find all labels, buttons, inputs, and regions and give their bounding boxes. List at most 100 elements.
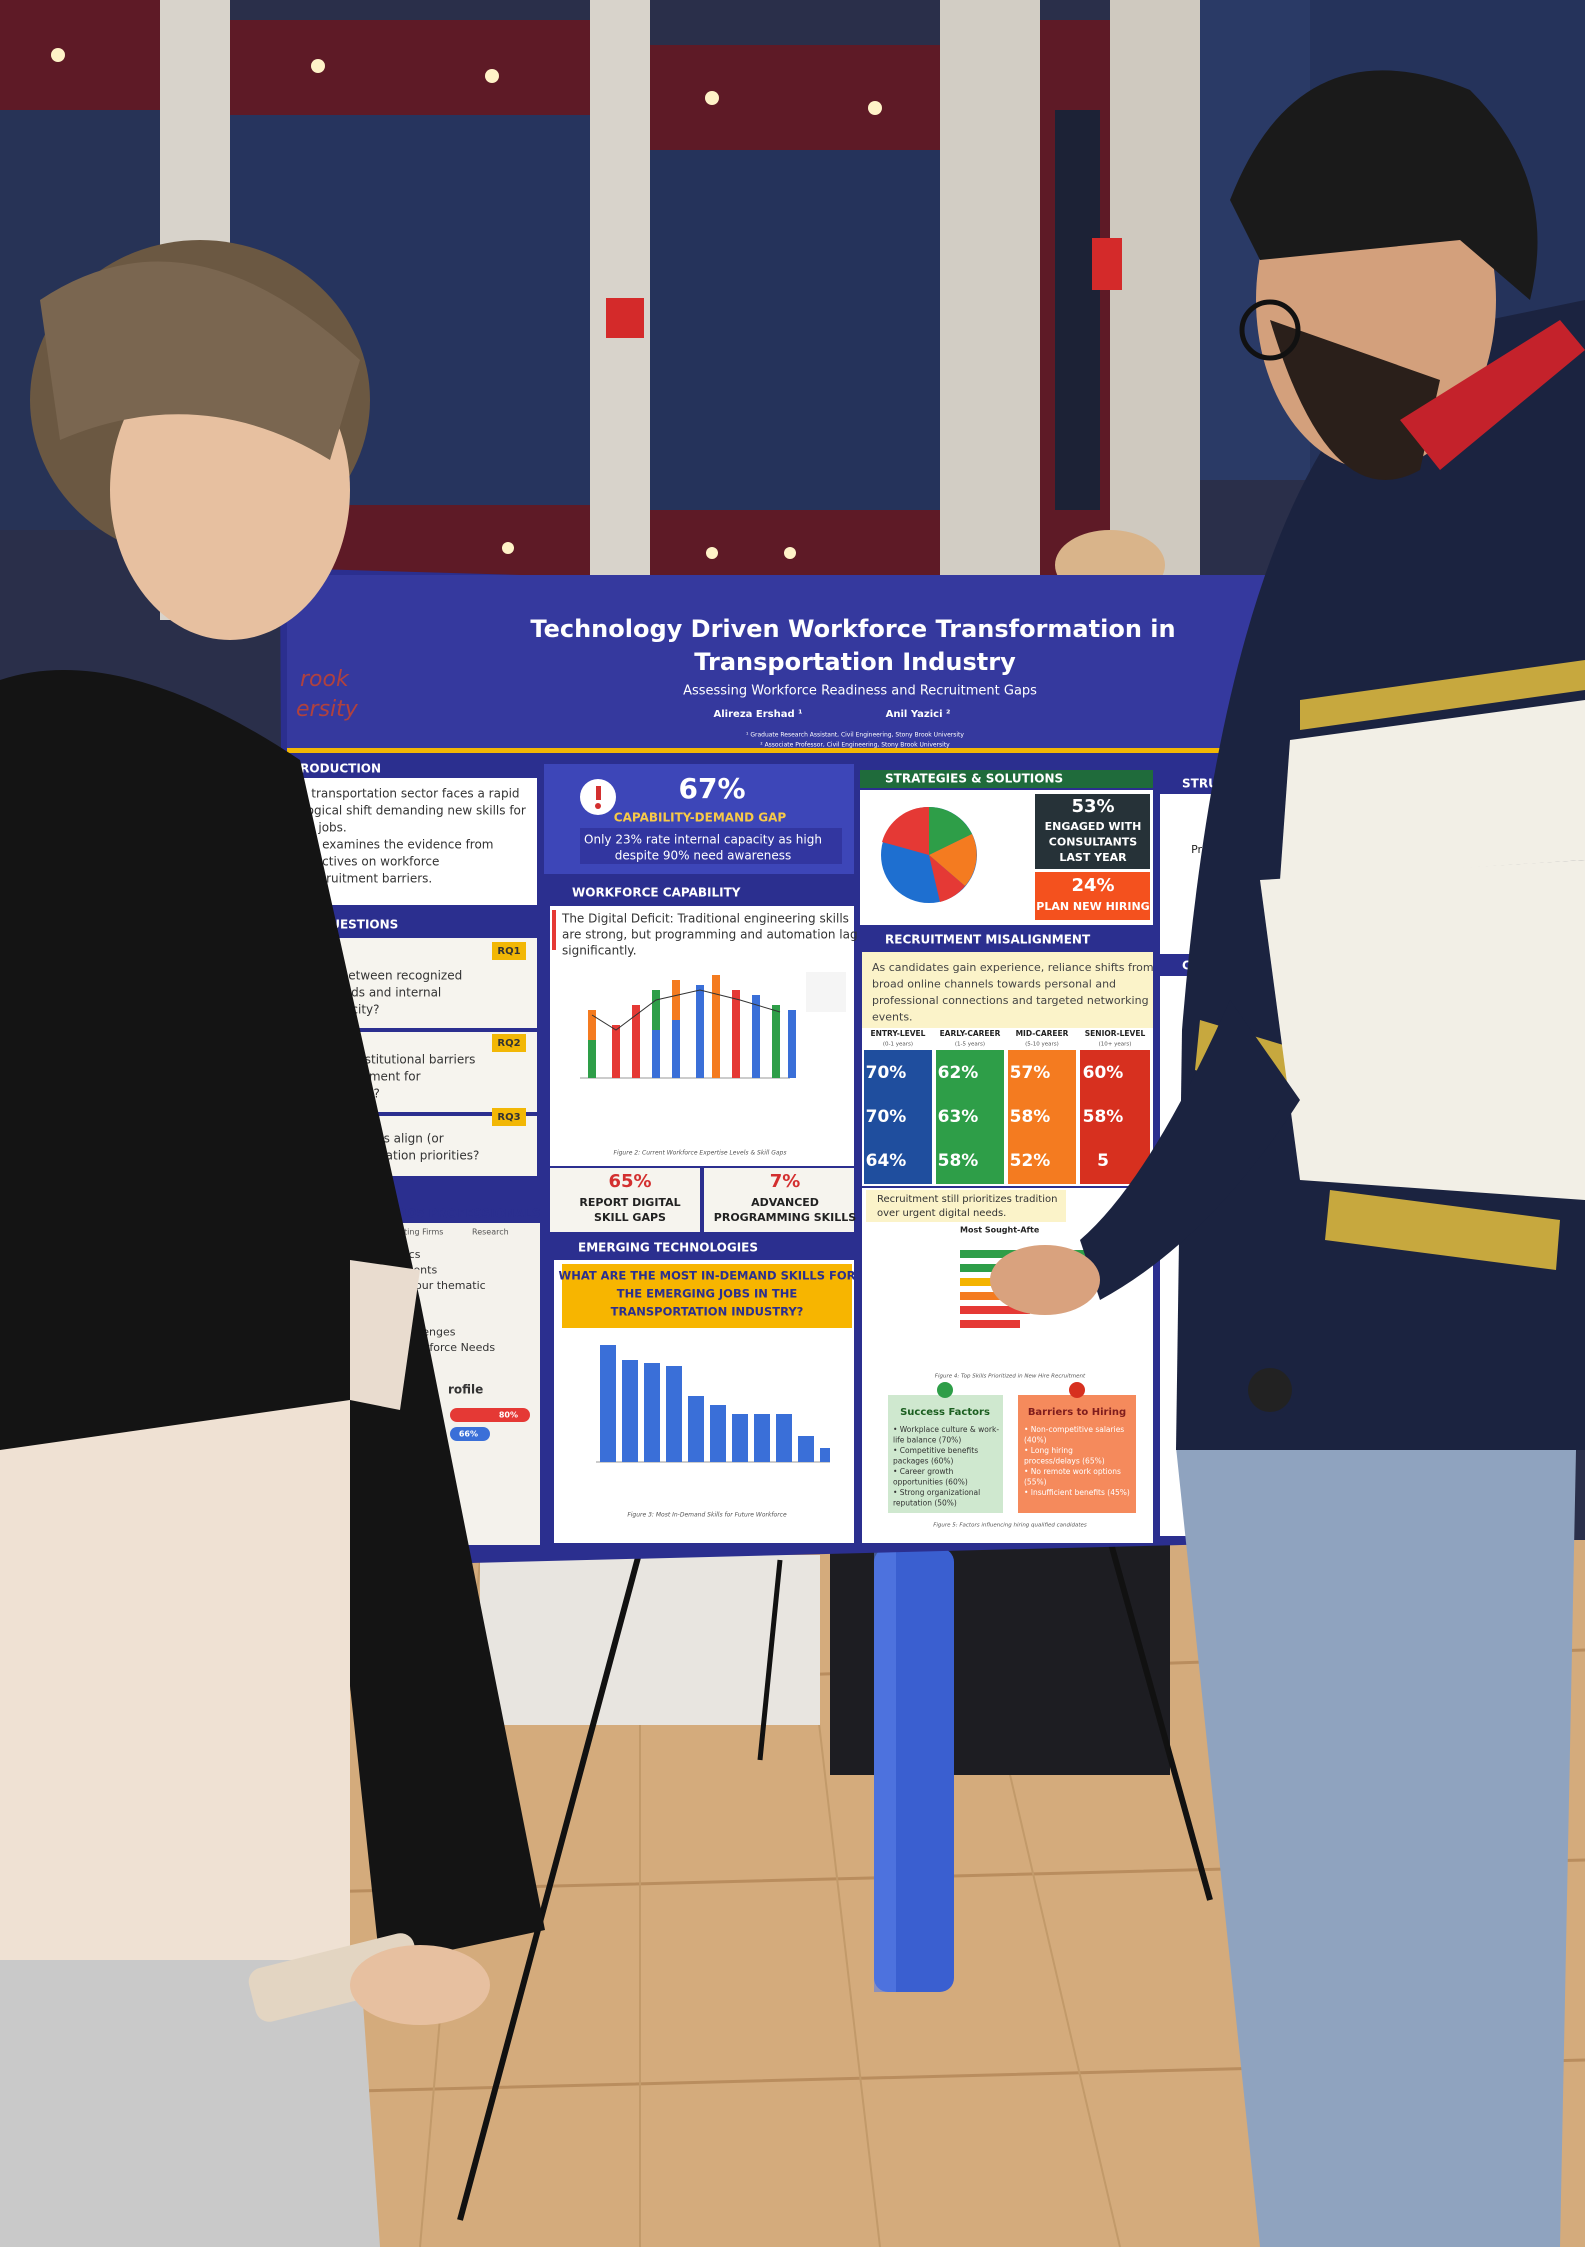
shape (1080, 1050, 1150, 1184)
box-text: • Career growth (893, 1467, 954, 1476)
body-text: ological shift demanding new skills for (296, 804, 526, 818)
shape (929, 834, 977, 886)
shape (0, 1400, 350, 1975)
shape (860, 930, 1153, 950)
shape (882, 806, 929, 855)
shape (864, 1050, 932, 1184)
stat-label: ENGAGED WITH (1045, 820, 1142, 833)
shape (772, 1005, 780, 1078)
shape-dot (1069, 1382, 1085, 1398)
pie-illustration (881, 806, 977, 903)
author: Alireza Ershad ¹ (714, 709, 803, 720)
stat-label: REPORT DIGITAL (579, 1196, 680, 1209)
section-heading: STRATEGIES & SOLUTIONS (885, 772, 1063, 786)
shape (0, 670, 545, 1965)
shape (552, 1238, 854, 1258)
body-text: The Digital Deficit: Traditional enginee… (561, 912, 849, 926)
stat-value: 7% (770, 1171, 801, 1192)
shape-dot (1248, 1368, 1292, 1412)
shape (350, 1945, 490, 2025)
poster-title: Transportation Industry (694, 648, 1016, 676)
shape (704, 1168, 854, 1232)
shape (874, 1548, 896, 1992)
shape (492, 1034, 526, 1052)
shape (754, 1414, 770, 1462)
shape (936, 1050, 1004, 1184)
shape-dot (1239, 299, 1301, 361)
box-text: process/delays (65%) (1024, 1457, 1105, 1466)
body-text: As candidates gain experience, reliance … (872, 961, 1154, 974)
level-value: 60% (1083, 1063, 1124, 1083)
shape-dot (784, 547, 796, 559)
shape (0, 0, 160, 110)
level-value: 64% (866, 1151, 907, 1171)
level-years: (0-1 years) (883, 1042, 913, 1048)
section-heading: OF 105 PROFESSIONALS (377, 1207, 540, 1221)
level-value: 5 (1097, 1151, 1109, 1171)
shape-dot (595, 803, 601, 809)
shape-dot (706, 547, 718, 559)
shape (1230, 70, 1538, 300)
shape-dot (705, 91, 719, 105)
bar-label: 66% (459, 1430, 478, 1439)
stat-label: PROGRAMMING SKILLS (714, 1211, 857, 1224)
level-name: MID-CAREER (1016, 1029, 1069, 1038)
figure-caption: Figure 4: Top Skills Prioritized in New … (935, 1374, 1086, 1380)
rq-tag: RQ1 (497, 946, 520, 957)
logo-text: ersity (296, 697, 359, 722)
shape (457, 1549, 643, 2221)
figure-2-illustration (580, 972, 846, 1079)
shape (1300, 660, 1585, 730)
shape (287, 575, 1357, 753)
shape (1092, 238, 1122, 290)
box-text: • No remote work options (1024, 1467, 1121, 1476)
level-years: (10+ years) (1099, 1042, 1132, 1048)
shape (290, 760, 537, 778)
shape (1400, 320, 1585, 470)
body-text: Research (472, 1228, 509, 1237)
shape (888, 1395, 1003, 1513)
shape (450, 1408, 530, 1422)
shape (1018, 1395, 1136, 1513)
section-heading: QUESTIONS (320, 918, 398, 932)
level-value: 58% (1010, 1107, 1051, 1127)
figure-3-illustration (596, 1345, 830, 1463)
shape (650, 150, 940, 510)
stat-label: ADVANCED (751, 1196, 819, 1209)
author: Anil Yazici ² (886, 709, 951, 720)
shape (492, 942, 526, 960)
box-heading: Barriers to Hiring (1028, 1407, 1126, 1418)
box-heading: Success Factors (900, 1407, 990, 1418)
shape (688, 1396, 704, 1462)
woman (0, 240, 545, 2247)
body-text: S. transportation sector faces a rapid (296, 787, 520, 801)
level-value: 57% (1010, 1063, 1051, 1083)
box-text: life balance (70%) (893, 1436, 961, 1445)
shape (550, 1168, 700, 1232)
stat-note: Only 23% rate internal capacity as high (584, 833, 822, 847)
shape (650, 510, 940, 575)
shape (552, 910, 556, 950)
body-text: broad online channels towards personal a… (872, 978, 1116, 991)
box-text: opportunities (60%) (893, 1478, 968, 1487)
shape (300, 915, 537, 935)
shape (960, 1320, 1020, 1328)
stat-label: SKILL GAPS (594, 1211, 666, 1224)
section-heading: RECRUITMENT MISALIGNMENT (885, 933, 1091, 947)
body-text: events. (872, 1011, 913, 1024)
shape (562, 1264, 852, 1328)
shape (450, 1427, 490, 1441)
note-text: over urgent digital needs. (877, 1208, 1006, 1219)
body-text: d recruitment barriers. (296, 872, 432, 886)
shape (612, 1025, 620, 1078)
shape (1035, 794, 1150, 869)
shape-dot (502, 542, 514, 554)
shape (860, 770, 1153, 788)
stat-value: 53% (1071, 796, 1114, 817)
shape (666, 1366, 682, 1462)
shape (788, 1010, 796, 1078)
level-value: 58% (938, 1151, 979, 1171)
bar-label: 80% (499, 1411, 518, 1420)
level-name: ENTRY-LEVEL (871, 1029, 926, 1038)
